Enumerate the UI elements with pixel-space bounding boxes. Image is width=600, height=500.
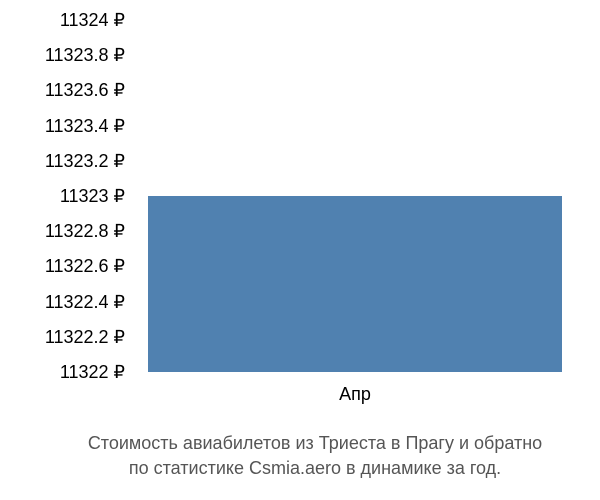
- price-chart: 11324 ₽ 11323.8 ₽ 11323.6 ₽ 11323.4 ₽ 11323.…: [0, 0, 600, 500]
- y-tick-label: 11322.8 ₽: [45, 222, 125, 240]
- y-tick-label: 11323.8 ₽: [45, 46, 125, 64]
- plot-area: [130, 20, 580, 372]
- y-tick-label: 11322.6 ₽: [45, 257, 125, 275]
- bar: [148, 196, 562, 372]
- caption-line-2: по статистике Csmia.aero в динамике за г…: [129, 458, 501, 478]
- y-axis-ticks: 11324 ₽11323.8 ₽11323.6 ₽11323.4 ₽11323.…: [0, 20, 125, 372]
- y-tick-label: 11324 ₽: [60, 11, 125, 29]
- chart-caption: Стоимость авиабилетов из Триеста в Прагу…: [50, 431, 580, 480]
- y-tick-label: 11323.2 ₽: [45, 152, 125, 170]
- y-tick-label: 11322.2 ₽: [45, 328, 125, 346]
- y-tick-label: 11323.6 ₽: [45, 81, 125, 99]
- x-tick-label: Апр: [339, 384, 371, 405]
- y-tick-label: 11322 ₽: [60, 363, 125, 381]
- y-tick-label: 11322.4 ₽: [45, 293, 125, 311]
- caption-line-1: Стоимость авиабилетов из Триеста в Прагу…: [88, 433, 542, 453]
- y-tick-label: 11323.4 ₽: [45, 117, 125, 135]
- y-tick-label: 11323 ₽: [60, 187, 125, 205]
